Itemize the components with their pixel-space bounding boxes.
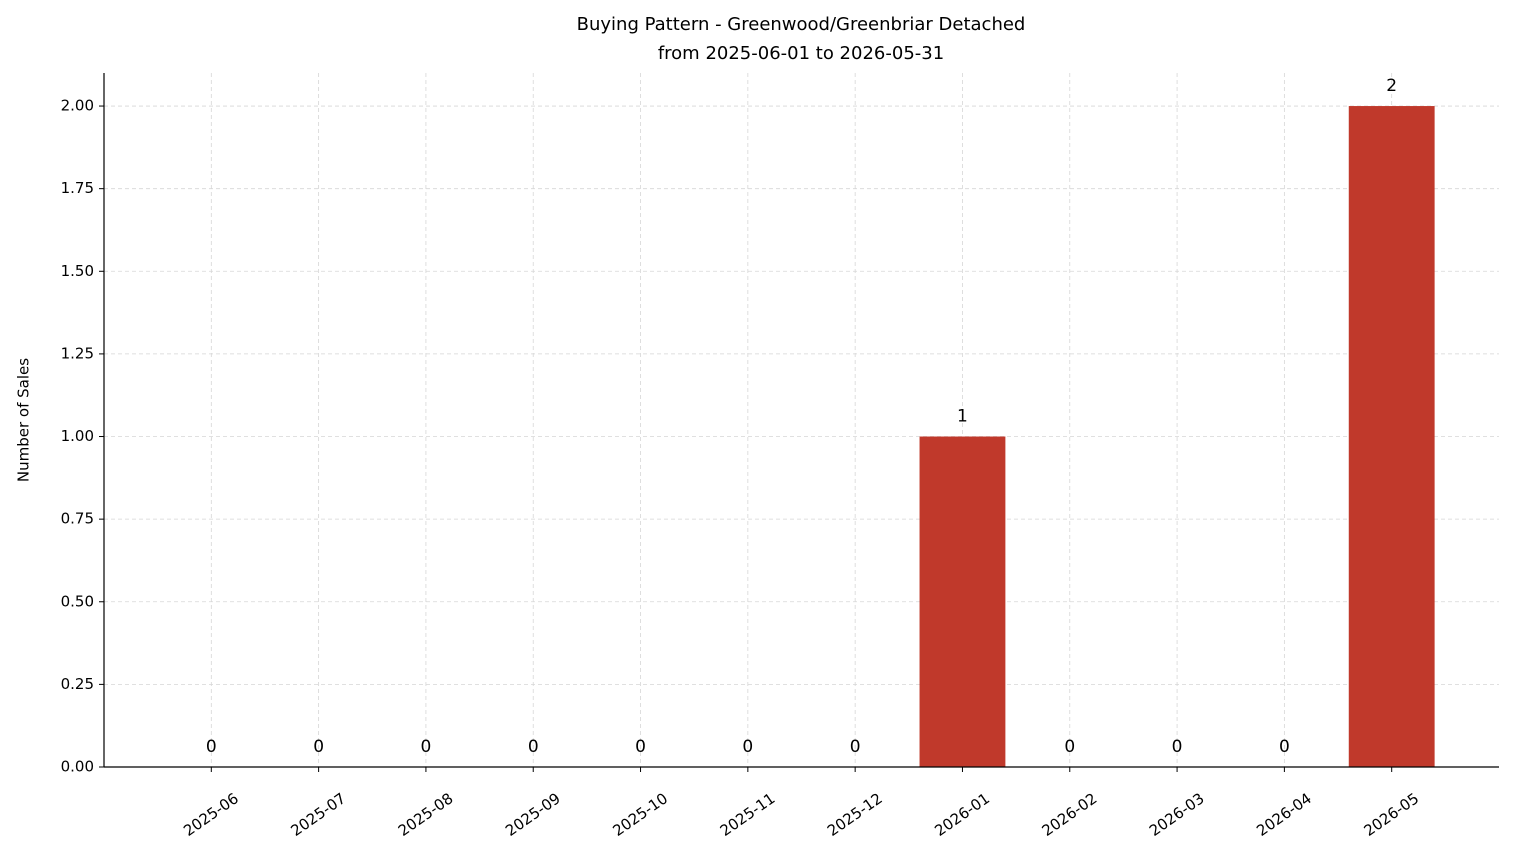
chart-title: Buying Pattern - Greenwood/Greenbriar De… bbox=[577, 14, 1026, 35]
value-label: 0 bbox=[528, 737, 539, 757]
value-label: 0 bbox=[1172, 737, 1183, 757]
x-tick-label: 2025-11 bbox=[717, 789, 779, 840]
value-label: 0 bbox=[1279, 737, 1290, 757]
y-tick-label: 1.25 bbox=[61, 344, 94, 362]
y-tick-label: 0.75 bbox=[61, 510, 94, 528]
value-label: 0 bbox=[635, 737, 646, 757]
value-label: 0 bbox=[742, 737, 753, 757]
value-label: 0 bbox=[421, 737, 432, 757]
x-tick-label: 2025-07 bbox=[287, 789, 349, 840]
x-tick-label: 2025-10 bbox=[609, 789, 671, 840]
y-tick-label: 0.50 bbox=[61, 592, 94, 610]
chart-subtitle: from 2025-06-01 to 2026-05-31 bbox=[658, 43, 944, 64]
y-tick-label: 0.25 bbox=[61, 675, 94, 693]
y-tick-label: 1.00 bbox=[61, 427, 94, 445]
value-label: 1 bbox=[957, 407, 968, 427]
x-tick-label: 2026-04 bbox=[1253, 789, 1315, 840]
x-tick-label: 2025-08 bbox=[395, 789, 457, 840]
y-tick-label: 1.75 bbox=[61, 179, 94, 197]
y-tick-label: 2.00 bbox=[61, 97, 94, 115]
value-label: 2 bbox=[1386, 76, 1397, 96]
bar bbox=[919, 436, 1006, 767]
y-axis-label: Number of Sales bbox=[15, 358, 33, 482]
x-tick-label: 2025-09 bbox=[502, 789, 564, 840]
value-label: 0 bbox=[206, 737, 217, 757]
x-tick-label: 2026-02 bbox=[1039, 789, 1101, 840]
x-tick-label: 2026-01 bbox=[931, 789, 993, 840]
x-tick-label: 2025-06 bbox=[180, 789, 242, 840]
y-tick-label: 1.50 bbox=[61, 262, 94, 280]
y-tick-label: 0.00 bbox=[61, 758, 94, 776]
x-tick-label: 2026-05 bbox=[1361, 789, 1423, 840]
value-label: 0 bbox=[313, 737, 324, 757]
x-tick-label: 2026-03 bbox=[1146, 789, 1208, 840]
x-tick-label: 2025-12 bbox=[824, 789, 886, 840]
bar bbox=[1348, 106, 1435, 768]
value-label: 0 bbox=[850, 737, 861, 757]
value-label: 0 bbox=[1064, 737, 1075, 757]
